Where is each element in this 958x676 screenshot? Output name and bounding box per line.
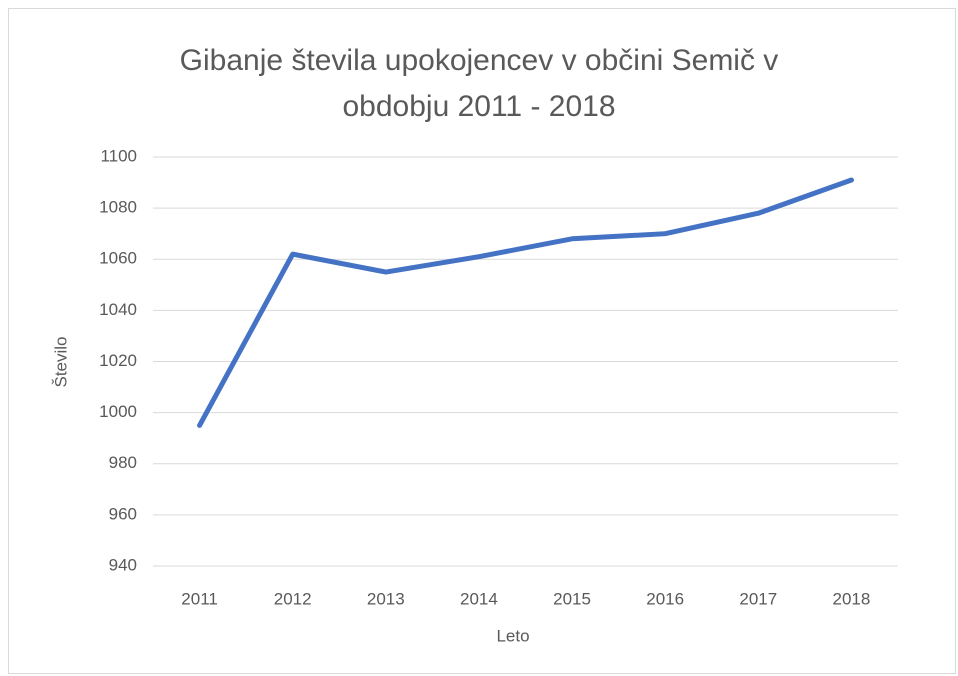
x-tick-label: 2012: [274, 589, 312, 608]
y-tick-label: 1000: [99, 402, 137, 421]
y-tick-label: 1080: [99, 198, 137, 217]
chart-frame: [8, 8, 956, 674]
x-tick-label: 2011: [181, 589, 218, 608]
y-tick-label: 1100: [100, 146, 137, 165]
y-tick-label: 980: [109, 453, 137, 472]
y-tick-label: 960: [109, 504, 137, 523]
y-tick-label: 1040: [99, 300, 137, 319]
x-tick-label: 2017: [739, 589, 777, 608]
y-tick-label: 940: [109, 555, 137, 574]
x-tick-label: 2018: [833, 589, 871, 608]
x-tick-label: 2013: [367, 589, 405, 608]
chart-title: Gibanje števila upokojencev v občini Sem…: [179, 44, 779, 123]
x-tick-label: 2016: [646, 589, 684, 608]
x-axis-label: Leto: [496, 626, 529, 645]
y-axis-label: Število: [51, 336, 70, 387]
x-tick-label: 2015: [553, 589, 591, 608]
x-tick-label: 2014: [460, 589, 498, 608]
y-tick-label: 1020: [99, 351, 137, 370]
y-tick-label: 1060: [99, 249, 137, 268]
data-line: [197, 177, 854, 428]
